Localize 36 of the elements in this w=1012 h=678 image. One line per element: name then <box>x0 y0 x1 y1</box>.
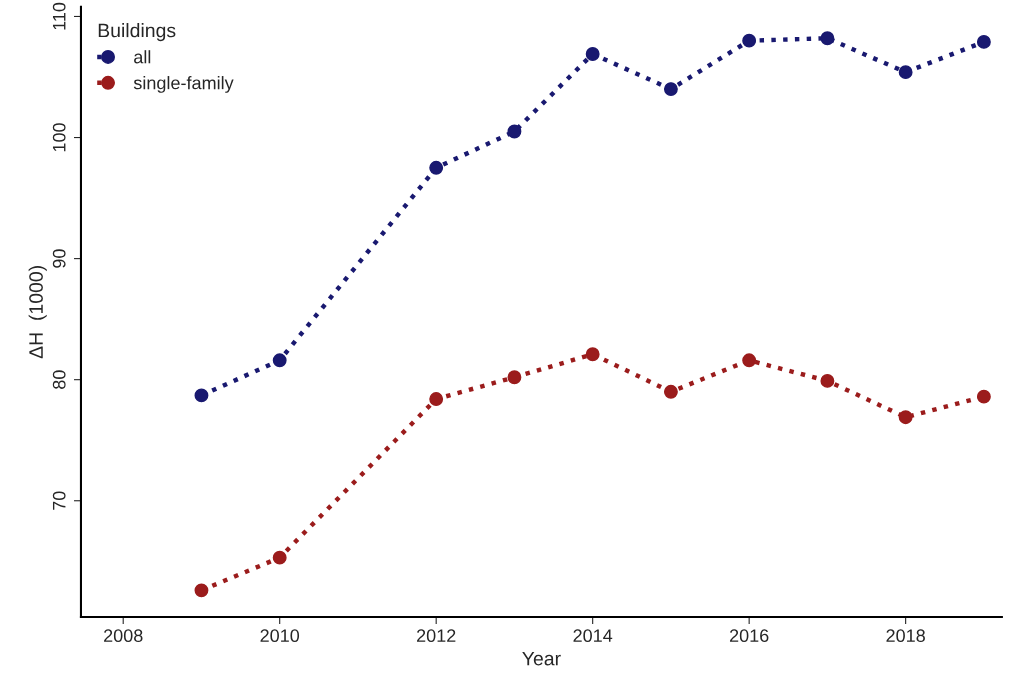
point <box>507 124 522 139</box>
point <box>742 353 757 368</box>
legend-title: Buildings <box>98 23 176 42</box>
y-tick-label: 80 <box>52 370 66 389</box>
point <box>663 384 678 399</box>
point <box>742 33 757 48</box>
point <box>272 550 287 565</box>
point <box>898 65 913 80</box>
point <box>820 31 835 46</box>
point <box>585 347 600 362</box>
x-tick-label: 2014 <box>573 629 613 643</box>
point <box>429 392 444 406</box>
x-tick-label: 2016 <box>729 629 769 643</box>
legend-label: single-family <box>133 76 234 93</box>
point <box>898 410 913 425</box>
x-tick-label: 2018 <box>886 629 925 643</box>
x-tick-label: 2010 <box>260 629 300 643</box>
point <box>507 370 522 385</box>
y-tick-label: 110 <box>52 2 66 30</box>
point <box>429 160 444 175</box>
point <box>194 583 209 598</box>
x-tick-label: 2008 <box>104 629 143 643</box>
y-tick-label: 90 <box>52 249 66 268</box>
x-axis-title: Year <box>522 651 561 666</box>
point <box>976 34 991 49</box>
y-tick-label: 100 <box>52 123 66 152</box>
x-tick-label: 2012 <box>417 629 456 643</box>
y-tick-label: 70 <box>52 491 66 510</box>
point <box>976 389 991 404</box>
point <box>272 353 287 368</box>
legend-label: all <box>134 50 151 64</box>
y-axis-title: ΔH (1000) <box>28 266 47 359</box>
point <box>194 388 209 403</box>
point <box>663 82 678 97</box>
point <box>585 47 600 61</box>
point <box>820 373 835 388</box>
